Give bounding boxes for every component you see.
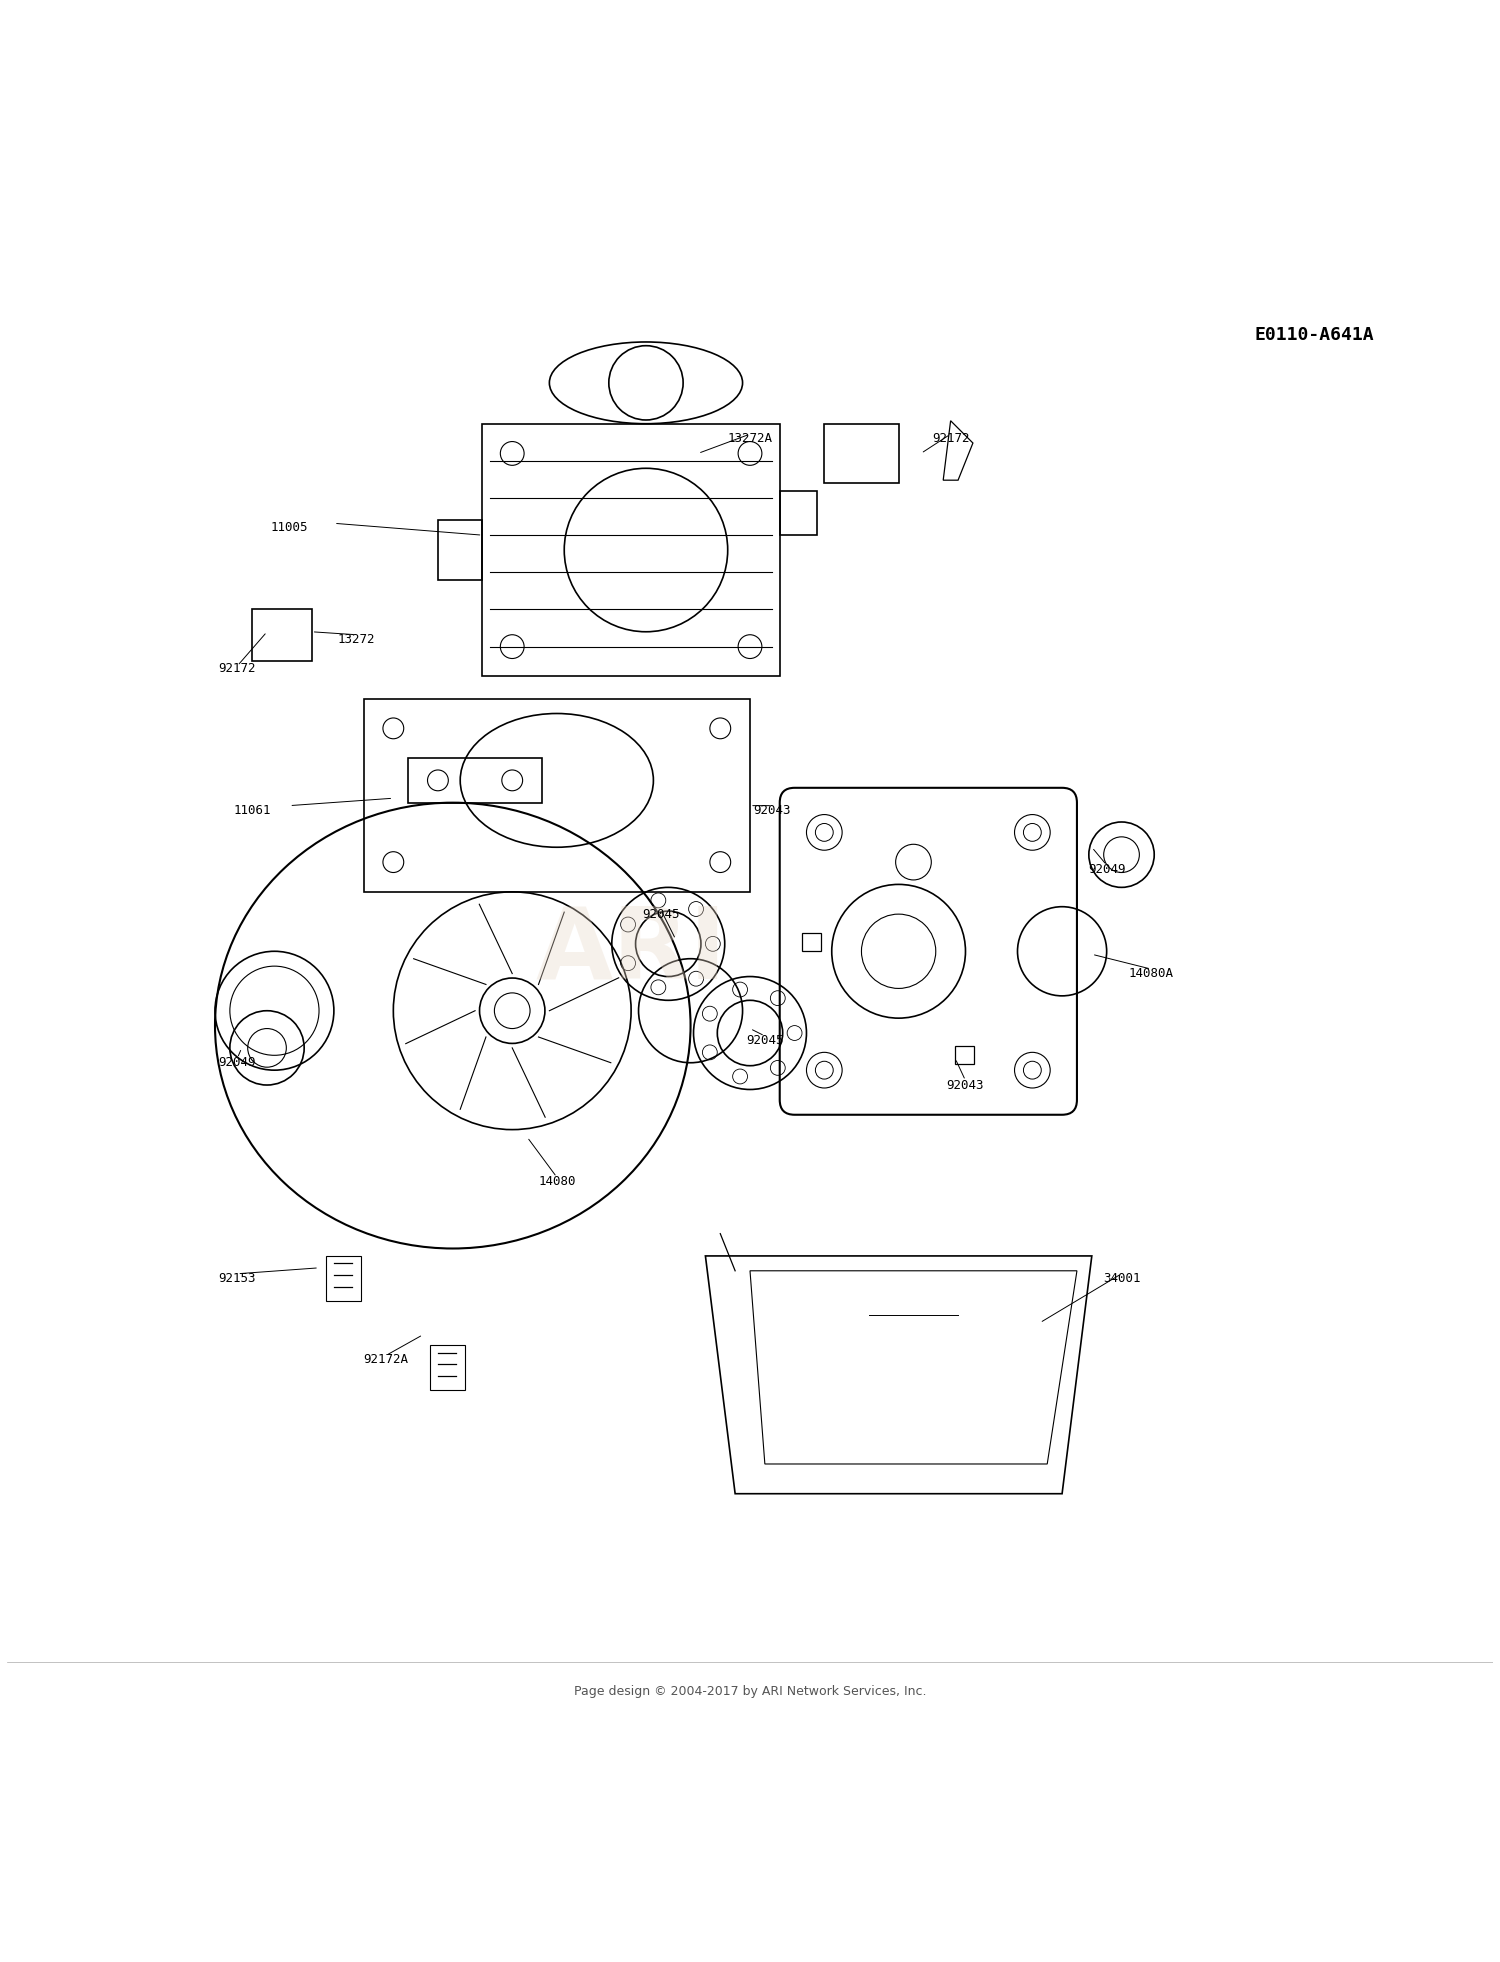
Text: 13272: 13272 [338, 632, 375, 645]
Text: Page design © 2004-2017 by ARI Network Services, Inc.: Page design © 2004-2017 by ARI Network S… [573, 1685, 926, 1697]
Text: 92045: 92045 [746, 1034, 783, 1048]
Text: 92045: 92045 [642, 908, 680, 920]
Text: E0110-A641A: E0110-A641A [1256, 326, 1374, 343]
Text: 11005: 11005 [270, 522, 308, 534]
Text: 14080A: 14080A [1128, 967, 1173, 981]
Text: 92172: 92172 [219, 663, 257, 675]
Text: 13272A: 13272A [728, 432, 772, 445]
Text: 92049: 92049 [1088, 863, 1125, 877]
Text: 34001: 34001 [1102, 1271, 1140, 1285]
Text: 92049: 92049 [219, 1056, 257, 1069]
Text: 14080: 14080 [538, 1175, 576, 1189]
Text: 92172: 92172 [932, 432, 969, 445]
Text: 92043: 92043 [753, 804, 790, 816]
Text: 92153: 92153 [219, 1271, 257, 1285]
Text: 92172A: 92172A [363, 1354, 408, 1366]
Text: 92043: 92043 [946, 1079, 984, 1091]
Text: ARI: ARI [536, 903, 728, 1001]
Text: 11061: 11061 [234, 804, 272, 816]
